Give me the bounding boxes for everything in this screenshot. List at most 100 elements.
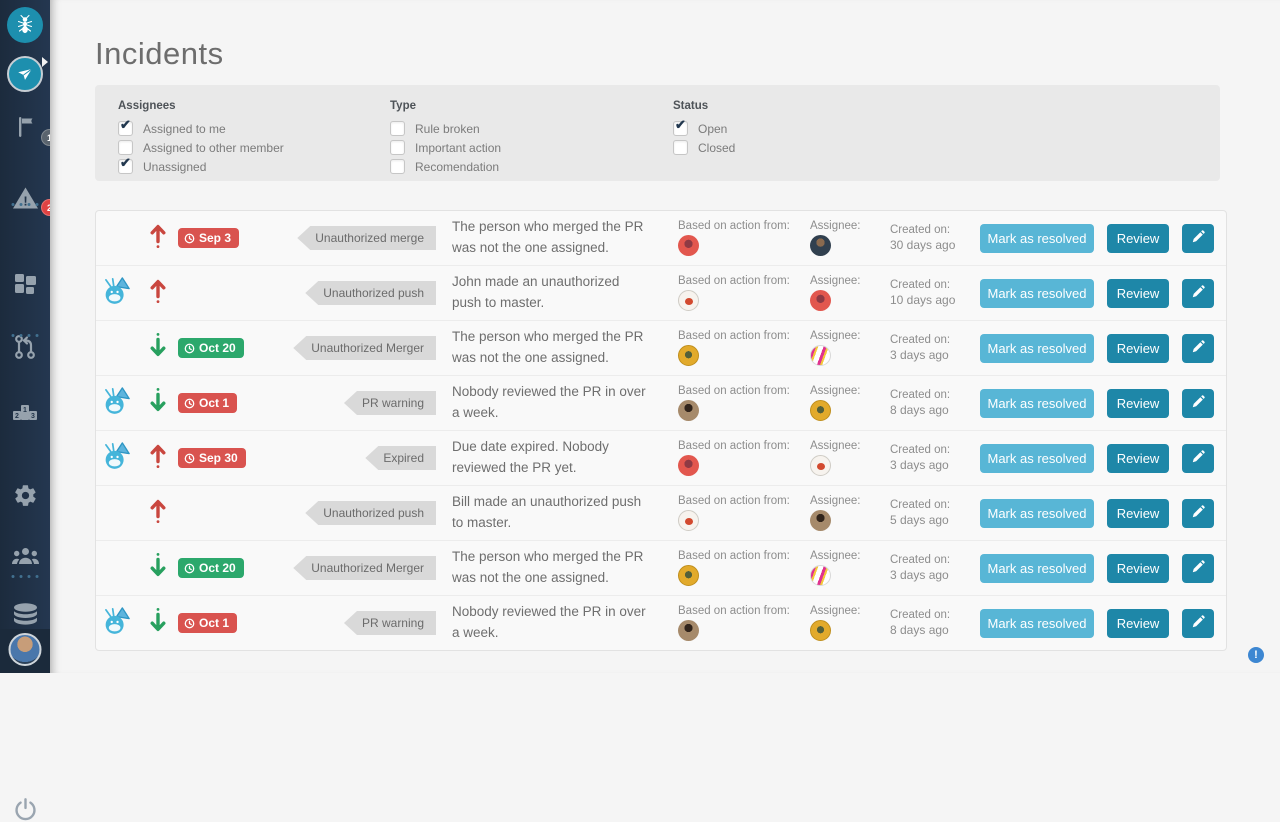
review-button[interactable]: Review (1107, 388, 1169, 418)
trend-up-icon (149, 222, 167, 254)
review-button[interactable]: Review (1107, 498, 1169, 528)
created-on-label: Created on: (890, 224, 951, 236)
edit-button[interactable] (1182, 498, 1214, 528)
edit-button[interactable] (1182, 553, 1214, 583)
edit-button[interactable] (1182, 223, 1214, 253)
mark-as-resolved-button[interactable]: Mark as resolved (980, 553, 1094, 583)
filter-group-assignees: Assignees Assigned to me Assigned to other… (118, 100, 390, 181)
created-on-value: 10 days ago (890, 293, 956, 307)
incidents-table: Sep 3 Unauthorized merge The person who me… (95, 210, 1227, 651)
logout-button[interactable] (0, 797, 50, 822)
based-on-action-label: Based on action from: (678, 330, 790, 342)
incident-description: The person who merged the PR was not the… (452, 549, 644, 585)
edit-button[interactable] (1182, 443, 1214, 473)
current-user-avatar[interactable] (8, 633, 42, 666)
assignee-avatar[interactable] (810, 620, 831, 641)
incident-type-tag: Unauthorized merge (297, 226, 436, 250)
review-button[interactable]: Review (1107, 443, 1169, 473)
incident-type-tag: PR warning (343, 611, 436, 635)
filter-option-assigned-to-other-member[interactable]: Assigned to other member (118, 140, 390, 155)
filter-option-closed[interactable]: Closed (673, 140, 735, 155)
checkbox-icon[interactable] (673, 140, 688, 155)
incident-description: John made an unauthorized push to master… (452, 274, 620, 310)
review-button[interactable]: Review (1107, 553, 1169, 583)
checkbox-icon[interactable] (390, 159, 405, 174)
sidebar-item-flags[interactable]: 1 (0, 114, 58, 146)
edit-button[interactable] (1182, 333, 1214, 363)
flag-icon (13, 114, 37, 140)
user-avatar (8, 633, 42, 666)
action-user-avatar[interactable] (678, 565, 699, 586)
incident-row: Sep 30 Expired Due date expired. Nobody re… (96, 431, 1226, 486)
bug-mascot-icon (102, 276, 135, 310)
edit-button[interactable] (1182, 608, 1214, 638)
created-on-label: Created on: (890, 444, 951, 456)
review-button[interactable]: Review (1107, 608, 1169, 638)
sidebar-item-settings[interactable] (0, 483, 50, 508)
review-button[interactable]: Review (1107, 223, 1169, 253)
assignee-avatar[interactable] (810, 235, 831, 256)
power-icon (13, 797, 38, 822)
mark-as-resolved-button[interactable]: Mark as resolved (980, 278, 1094, 308)
review-button[interactable]: Review (1107, 333, 1169, 363)
checkbox-checked-icon[interactable] (118, 117, 133, 136)
bug-mascot-icon (102, 606, 135, 640)
action-user-avatar[interactable] (678, 455, 699, 476)
mark-as-resolved-button[interactable]: Mark as resolved (980, 608, 1094, 638)
sidebar-item-pull-requests[interactable] (0, 333, 50, 361)
trend-up-icon (149, 442, 167, 474)
warning-triangle-icon: ! (12, 186, 39, 210)
clock-icon (184, 563, 195, 574)
action-user-avatar[interactable] (678, 290, 699, 311)
filter-option-label: Assigned to other member (143, 140, 284, 155)
checkbox-icon[interactable] (390, 121, 405, 136)
mark-as-resolved-button[interactable]: Mark as resolved (980, 498, 1094, 528)
filter-option-rule-broken[interactable]: Rule broken (390, 121, 673, 136)
filter-option-unassigned[interactable]: Unassigned (118, 155, 390, 174)
clock-icon (184, 343, 195, 354)
based-on-action-label: Based on action from: (678, 275, 790, 287)
trend-up-icon (149, 277, 167, 309)
sidebar-item-data[interactable] (0, 602, 50, 627)
sidebar-item-dashboard[interactable] (0, 271, 50, 296)
filter-option-recomendation[interactable]: Recomendation (390, 159, 673, 174)
sidebar-item-team[interactable] (0, 545, 50, 567)
mark-as-resolved-button[interactable]: Mark as resolved (980, 333, 1094, 363)
filter-option-important-action[interactable]: Important action (390, 140, 673, 155)
bug-mascot-icon (102, 441, 135, 475)
checkbox-icon[interactable] (118, 140, 133, 155)
checkbox-checked-icon[interactable] (118, 155, 133, 174)
info-button[interactable]: ! (1248, 647, 1264, 663)
action-user-avatar[interactable] (678, 400, 699, 421)
assignee-avatar[interactable] (810, 455, 831, 476)
assignee-avatar[interactable] (810, 510, 831, 531)
page-title: Incidents (95, 36, 224, 71)
filter-option-assigned-to-me[interactable]: Assigned to me (118, 117, 390, 136)
mark-as-resolved-button[interactable]: Mark as resolved (980, 223, 1094, 253)
action-user-avatar[interactable] (678, 620, 699, 641)
filter-group-title: Status (673, 100, 709, 112)
assignee-avatar[interactable] (810, 345, 831, 366)
filter-option-open[interactable]: Open (673, 117, 735, 136)
review-button[interactable]: Review (1107, 278, 1169, 308)
assignee-avatar[interactable] (810, 400, 831, 421)
incident-type-tag: PR warning (343, 391, 436, 415)
action-user-avatar[interactable] (678, 345, 699, 366)
assignee-avatar[interactable] (810, 290, 831, 311)
checkbox-icon[interactable] (390, 140, 405, 155)
assignee-avatar[interactable] (810, 565, 831, 586)
mark-as-resolved-button[interactable]: Mark as resolved (980, 388, 1094, 418)
action-user-avatar[interactable] (678, 235, 699, 256)
action-user-avatar[interactable] (678, 510, 699, 531)
ant-logo[interactable] (7, 7, 43, 43)
filter-group-title: Type (390, 100, 416, 112)
edit-button[interactable] (1182, 278, 1214, 308)
paper-plane-logo[interactable] (7, 56, 43, 92)
mark-as-resolved-button[interactable]: Mark as resolved (980, 443, 1094, 473)
sidebar-item-incidents[interactable]: ! 2 (0, 186, 58, 216)
edit-button[interactable] (1182, 388, 1214, 418)
checkbox-checked-icon[interactable] (673, 117, 688, 136)
bug-mascot-icon (102, 386, 135, 420)
